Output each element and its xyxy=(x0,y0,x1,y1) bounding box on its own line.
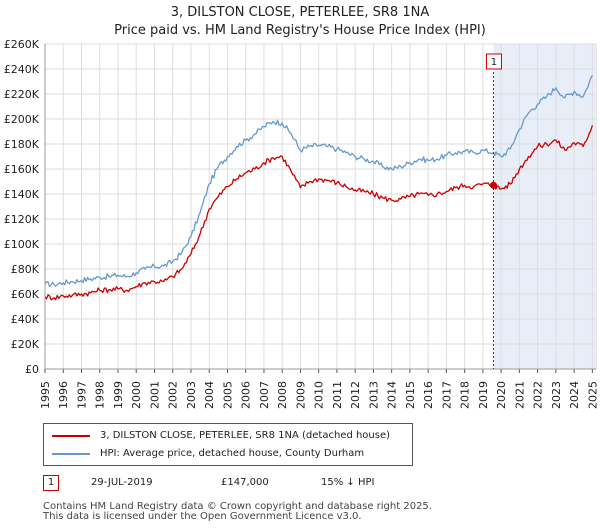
y-tick-label: £0 xyxy=(25,363,39,376)
x-tick-label: 2010 xyxy=(313,381,326,409)
x-tick-label: 2003 xyxy=(185,381,198,409)
footer-licence: This data is licensed under the Open Gov… xyxy=(43,511,362,522)
x-tick-label: 1995 xyxy=(39,381,52,409)
x-tick-label: 2021 xyxy=(513,381,526,409)
chart-title: 3, DILSTON CLOSE, PETERLEE, SR8 1NA xyxy=(170,5,430,20)
y-tick-label: £40K xyxy=(11,313,40,326)
x-tick-label: 1996 xyxy=(57,381,70,409)
legend-item-property: 3, DILSTON CLOSE, PETERLEE, SR8 1NA (det… xyxy=(52,427,390,445)
x-tick-label: 2004 xyxy=(203,381,216,409)
y-tick-label: £60K xyxy=(11,288,40,301)
x-tick-label: 2015 xyxy=(404,381,417,409)
axes: £0 £20K £40K £60K £80K £100K £120K £140K £160K £1… xyxy=(4,38,600,409)
plot-area xyxy=(44,43,597,370)
x-tick-label: 2002 xyxy=(167,381,180,409)
x-tick-label: 2011 xyxy=(331,381,344,409)
y-tick-label: £260K xyxy=(4,38,40,51)
legend-swatch-hpi xyxy=(52,453,90,455)
y-tick-label: £180K xyxy=(4,138,40,151)
x-tick-label: 2019 xyxy=(477,381,490,409)
x-tick-label: 2006 xyxy=(240,381,253,409)
x-tick-label: 2009 xyxy=(294,381,307,409)
x-tick-label: 2000 xyxy=(130,381,143,409)
x-tick-label: 2020 xyxy=(495,381,508,409)
y-tick-label: £240K xyxy=(4,63,40,76)
transaction-hpi-diff: 15% ↓ HPI xyxy=(321,477,375,488)
x-tick-label: 2013 xyxy=(367,381,380,409)
y-tick-label: £220K xyxy=(4,88,40,101)
x-tick-label: 2023 xyxy=(550,381,563,409)
property-series-line xyxy=(44,125,594,301)
legend-item-hpi: HPI: Average price, detached house, Coun… xyxy=(52,445,364,463)
x-tick-label: 2016 xyxy=(422,381,435,409)
legend: 3, DILSTON CLOSE, PETERLEE, SR8 1NA (det… xyxy=(43,423,413,466)
legend-label-hpi: HPI: Average price, detached house, Coun… xyxy=(100,448,365,459)
footer: Contains HM Land Registry data © Crown c… xyxy=(43,502,593,522)
x-tick-label: 1997 xyxy=(75,381,88,409)
annotation-badge xyxy=(485,53,502,70)
x-tick-label: 1998 xyxy=(94,381,107,409)
annotation-badge-label: 1 xyxy=(491,57,497,68)
chart-subtitle: Price paid vs. HM Land Registry's House … xyxy=(114,23,486,38)
y-tick-label: £80K xyxy=(11,263,40,276)
x-tick-label: 2005 xyxy=(221,381,234,409)
x-tick-label: 2025 xyxy=(586,381,599,409)
price-chart: £0 £20K £40K £60K £80K £100K £120K £140K £160K £1… xyxy=(4,38,600,409)
x-tick-label: 2024 xyxy=(568,381,581,409)
series-lines xyxy=(44,74,594,301)
x-tick-label: 2014 xyxy=(386,381,399,409)
annotation-markers: 1 xyxy=(485,53,502,369)
hpi-series-line xyxy=(44,74,593,288)
y-tick-label: £160K xyxy=(4,163,40,176)
y-tick-label: £200K xyxy=(4,113,40,126)
y-tick-label: £120K xyxy=(4,213,40,226)
x-tick-label: 1999 xyxy=(112,381,125,409)
y-tick-label: £140K xyxy=(4,188,40,201)
legend-label-property: 3, DILSTON CLOSE, PETERLEE, SR8 1NA (det… xyxy=(100,430,391,441)
transaction-row: 1 29-JUL-2019 £147,000 15% ↓ HPI xyxy=(43,475,583,493)
x-tick-label: 2018 xyxy=(459,381,472,409)
transaction-price: £147,000 xyxy=(221,477,269,488)
footer-copyright: Contains HM Land Registry data © Crown c… xyxy=(43,501,432,512)
transaction-marker-badge: 1 xyxy=(43,475,59,491)
x-tick-label: 2012 xyxy=(349,381,362,409)
x-tick-label: 2007 xyxy=(258,381,271,409)
y-tick-label: £20K xyxy=(11,338,40,351)
x-tick-label: 2008 xyxy=(276,381,289,409)
y-tick-label: £100K xyxy=(4,238,40,251)
x-tick-label: 2022 xyxy=(532,381,545,409)
legend-swatch-property xyxy=(52,435,90,437)
transaction-date: 29-JUL-2019 xyxy=(91,477,153,488)
x-tick-label: 2001 xyxy=(148,381,161,409)
sale-point xyxy=(489,181,497,189)
x-tick-label: 2017 xyxy=(440,381,453,409)
shaded-region xyxy=(493,44,596,369)
